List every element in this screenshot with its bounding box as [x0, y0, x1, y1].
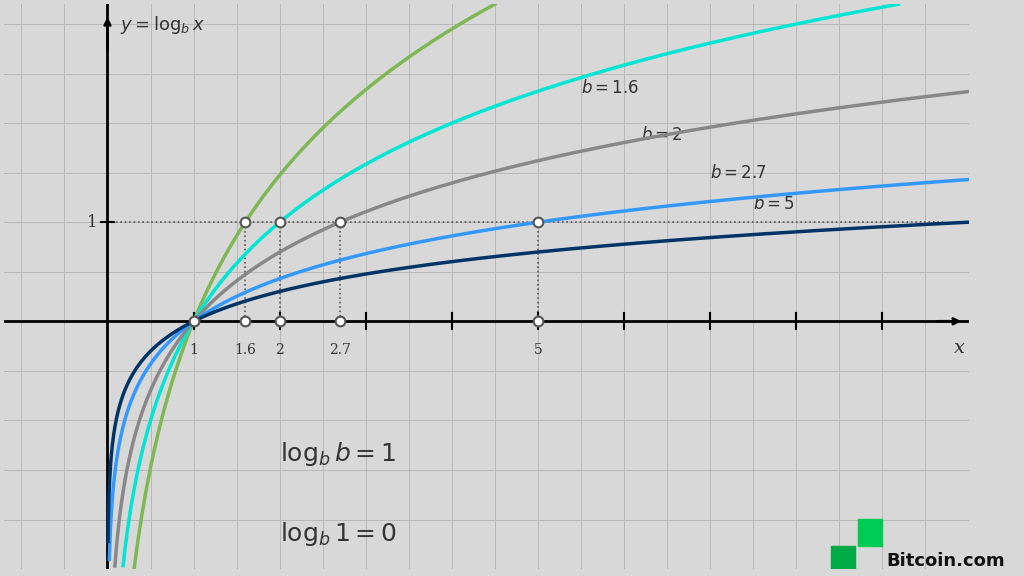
Text: 1: 1	[87, 214, 97, 231]
Text: $b = 1.6$: $b = 1.6$	[581, 79, 639, 97]
Text: Bitcoin.com: Bitcoin.com	[887, 552, 1006, 570]
Text: 1: 1	[189, 343, 198, 357]
Text: $b = 5$: $b = 5$	[754, 195, 796, 213]
Text: 5: 5	[534, 343, 543, 357]
Text: 1.6: 1.6	[234, 343, 256, 357]
Text: 2: 2	[275, 343, 284, 357]
Bar	[830, 546, 855, 574]
Text: $b = 2.7$: $b = 2.7$	[711, 164, 767, 181]
Text: x: x	[954, 339, 966, 357]
Text: $b = 2$: $b = 2$	[641, 126, 683, 144]
Text: 2.7: 2.7	[329, 343, 351, 357]
Text: $\log_b 1 = 0$: $\log_b 1 = 0$	[280, 520, 396, 548]
Text: $y = \log_b x$: $y = \log_b x$	[121, 14, 206, 36]
Bar	[858, 518, 883, 546]
Text: $\log_b b = 1$: $\log_b b = 1$	[280, 440, 396, 468]
